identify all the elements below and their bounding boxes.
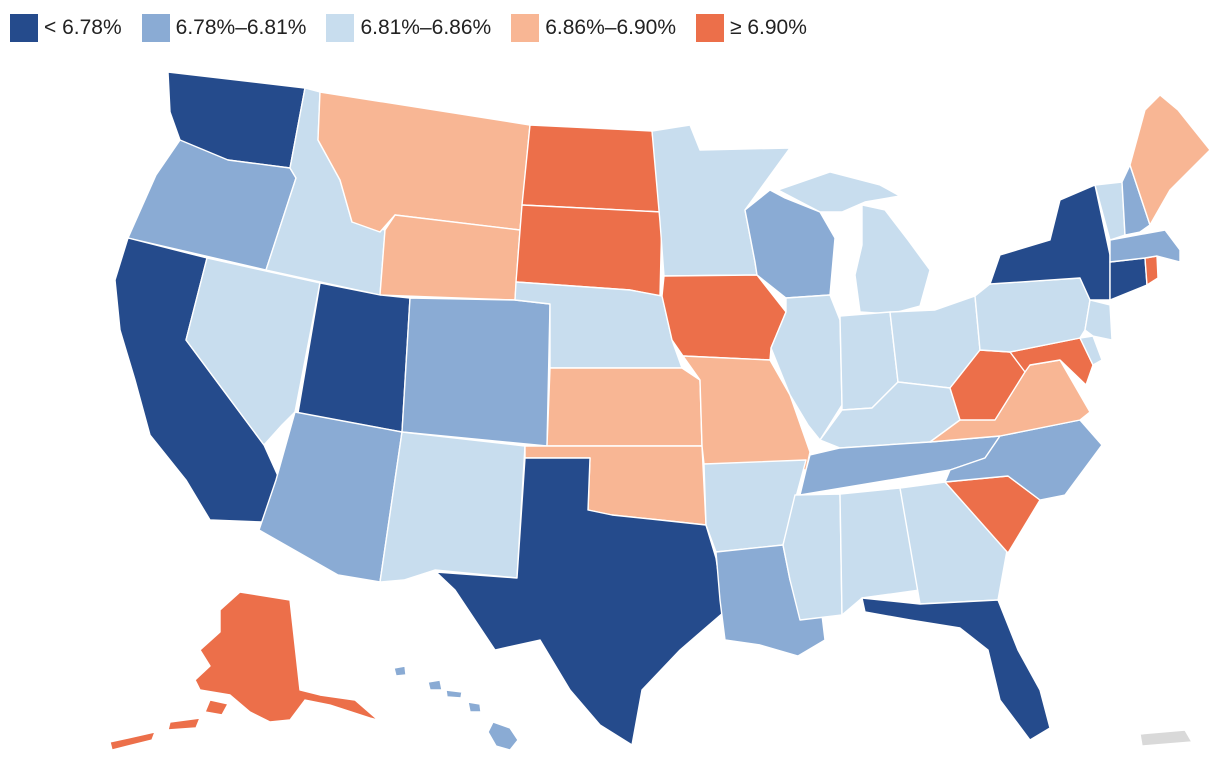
- legend-label: 6.86%–6.90%: [545, 16, 676, 39]
- state-ri[interactable]: [1144, 255, 1159, 286]
- legend-label: 6.78%–6.81%: [175, 16, 307, 39]
- map-legend: < 6.78% 6.78%–6.81% 6.81%–6.86% 6.86%–6.…: [10, 13, 827, 43]
- legend-swatch: [141, 14, 170, 42]
- state-ks[interactable]: [546, 367, 703, 447]
- state-wi[interactable]: [744, 189, 836, 299]
- state-wy[interactable]: [379, 214, 521, 301]
- state-hi-maui[interactable]: [467, 701, 482, 713]
- state-ak-aleutian-2[interactable]: [167, 717, 201, 731]
- legend-label: < 6.78%: [44, 16, 122, 39]
- state-co[interactable]: [401, 297, 551, 447]
- state-me[interactable]: [1129, 94, 1211, 226]
- state-nj[interactable]: [1084, 299, 1113, 341]
- legend-swatch: [326, 14, 355, 42]
- state-nm[interactable]: [379, 431, 526, 583]
- legend-swatch: [10, 14, 38, 42]
- state-il[interactable]: [770, 294, 843, 441]
- state-hi-oahu[interactable]: [427, 679, 443, 691]
- state-fl[interactable]: [861, 597, 1051, 741]
- state-ga[interactable]: [899, 481, 1009, 605]
- legend-item-6-78-6-81: 6.78%–6.81%: [141, 14, 307, 42]
- state-hi-big-island[interactable]: [487, 721, 519, 751]
- state-de[interactable]: [1079, 335, 1103, 366]
- state-ak-aleutian-3[interactable]: [109, 731, 156, 751]
- legend-item-6-86-6-90: 6.86%–6.90%: [511, 14, 676, 42]
- state-mi-upper[interactable]: [777, 171, 901, 213]
- state-mi-lower[interactable]: [854, 204, 931, 315]
- state-ct[interactable]: [1109, 257, 1148, 301]
- state-mt[interactable]: [317, 91, 531, 233]
- legend-swatch: [696, 14, 724, 42]
- state-hi-kauai[interactable]: [393, 665, 407, 677]
- state-ny[interactable]: [989, 184, 1111, 301]
- state-az[interactable]: [258, 411, 403, 583]
- state-nd[interactable]: [521, 124, 663, 213]
- state-tx[interactable]: [435, 457, 725, 746]
- state-ia[interactable]: [661, 274, 787, 361]
- state-ak-aleutian-1[interactable]: [204, 699, 229, 716]
- legend-item-lt-6-78: < 6.78%: [10, 14, 122, 42]
- state-nh[interactable]: [1121, 164, 1151, 236]
- legend-label: 6.81%–6.86%: [360, 16, 492, 39]
- state-ak[interactable]: [194, 591, 379, 723]
- legend-item-6-81-6-86: 6.81%–6.86%: [326, 14, 491, 42]
- legend-item-gte-6-90: ≥ 6.90%: [696, 14, 807, 42]
- state-ma[interactable]: [1109, 229, 1181, 263]
- state-al[interactable]: [839, 487, 921, 616]
- state-sd[interactable]: [515, 204, 663, 297]
- territory-pr[interactable]: [1139, 729, 1193, 747]
- state-hi-molokai[interactable]: [445, 689, 463, 699]
- legend-swatch: [511, 14, 540, 42]
- legend-label: ≥ 6.90%: [730, 16, 807, 39]
